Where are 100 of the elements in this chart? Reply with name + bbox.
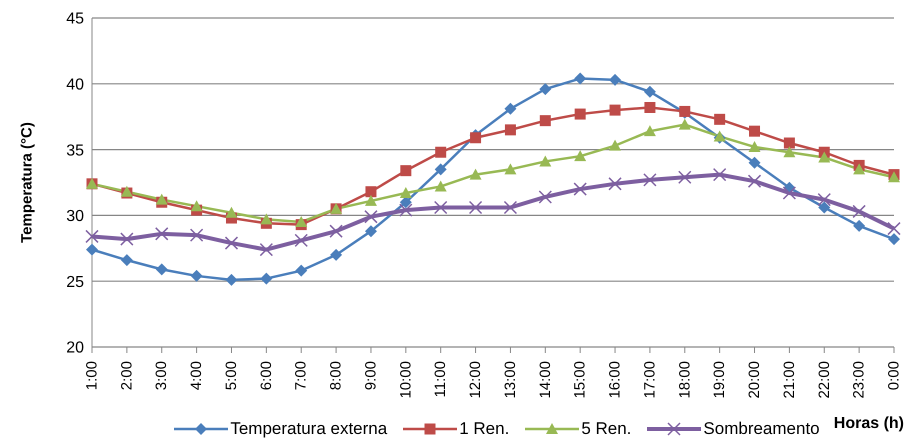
point [888,233,900,246]
point [748,174,762,188]
x-tick-label: 22:00 [816,361,833,399]
y-tick-label: 20 [66,340,84,357]
point [504,200,518,214]
point [470,132,482,144]
x-tick-label: 21:00 [780,361,798,399]
x-tick-label: 11:00 [432,361,450,398]
point [434,200,448,214]
x-tick-label: 9:00 [362,361,380,390]
point [120,254,133,266]
point [852,204,866,218]
point [504,124,516,136]
point [399,203,413,217]
y-axis-title: Temperatura (°C) [18,122,36,243]
point [539,83,552,96]
point [190,270,203,282]
x-tick-label: 10:00 [397,361,414,399]
point [294,234,308,248]
point [190,228,204,242]
point [156,263,168,276]
point [435,146,446,158]
point [678,118,691,130]
point [573,182,587,196]
x-tick-label: 15:00 [572,361,589,399]
point [609,140,622,151]
point [224,236,238,250]
legend-label: Temperatura externa [230,419,388,439]
x-tick-label: 20:00 [746,361,764,399]
legend-label: 1 Ren. [459,419,510,439]
point [504,102,516,115]
point [574,108,586,120]
point [156,194,168,205]
point [330,248,342,261]
point [540,115,551,126]
point [643,173,657,187]
x-tick-label: 7:00 [292,361,310,390]
point [818,202,830,214]
point [329,224,343,238]
point [678,170,692,184]
point [538,190,552,204]
point [260,242,274,256]
point [86,244,98,256]
point [364,225,377,238]
y-tick-label: 25 [66,274,84,291]
point [748,156,761,169]
point [85,230,99,244]
y-tick-label: 35 [66,142,84,160]
x-tick-label: 6:00 [258,361,275,390]
point [887,222,901,236]
point [364,210,378,224]
point [260,213,272,224]
x-tick-label: 3:00 [153,361,170,390]
point [260,272,272,285]
point [714,114,726,125]
point [295,216,308,227]
y-tick-label: 40 [66,76,84,94]
point [644,125,656,136]
x-tick-label: 0:00 [886,361,902,390]
point [818,192,832,206]
x-tick-label: 2:00 [118,361,136,390]
point [190,200,203,212]
point [400,187,412,198]
point [364,194,377,206]
x-tick-label: 13:00 [502,361,519,399]
x-tick-label: 8:00 [328,361,345,390]
point [120,232,134,246]
x-tick-label: 12:00 [467,361,484,399]
point [610,104,621,116]
point [154,227,168,241]
x-tick-label: 18:00 [676,361,694,399]
point [818,151,830,162]
point [644,86,656,98]
point [470,168,482,180]
point [468,200,482,214]
point [853,220,866,232]
x-tick-label: 14:00 [536,361,554,399]
x-tick-label: 19:00 [711,361,728,399]
point [574,150,586,162]
point [783,146,796,158]
point [365,186,376,198]
point [539,155,552,166]
y-tick-label: 45 [66,10,84,28]
point [853,163,866,174]
point [712,168,726,182]
legend-label: Sombreamento [703,419,820,439]
x-tick-label: 5:00 [222,361,240,390]
x-tick-label: 23:00 [850,361,868,399]
point [714,130,726,142]
point [748,140,761,152]
y-tick-label: 30 [66,208,84,226]
point [784,138,795,149]
point [295,264,308,277]
point [574,72,586,85]
x-tick-label: 16:00 [606,361,624,399]
point [225,274,238,286]
point [782,186,796,200]
point [434,163,447,176]
point [400,165,412,176]
point [225,206,238,218]
